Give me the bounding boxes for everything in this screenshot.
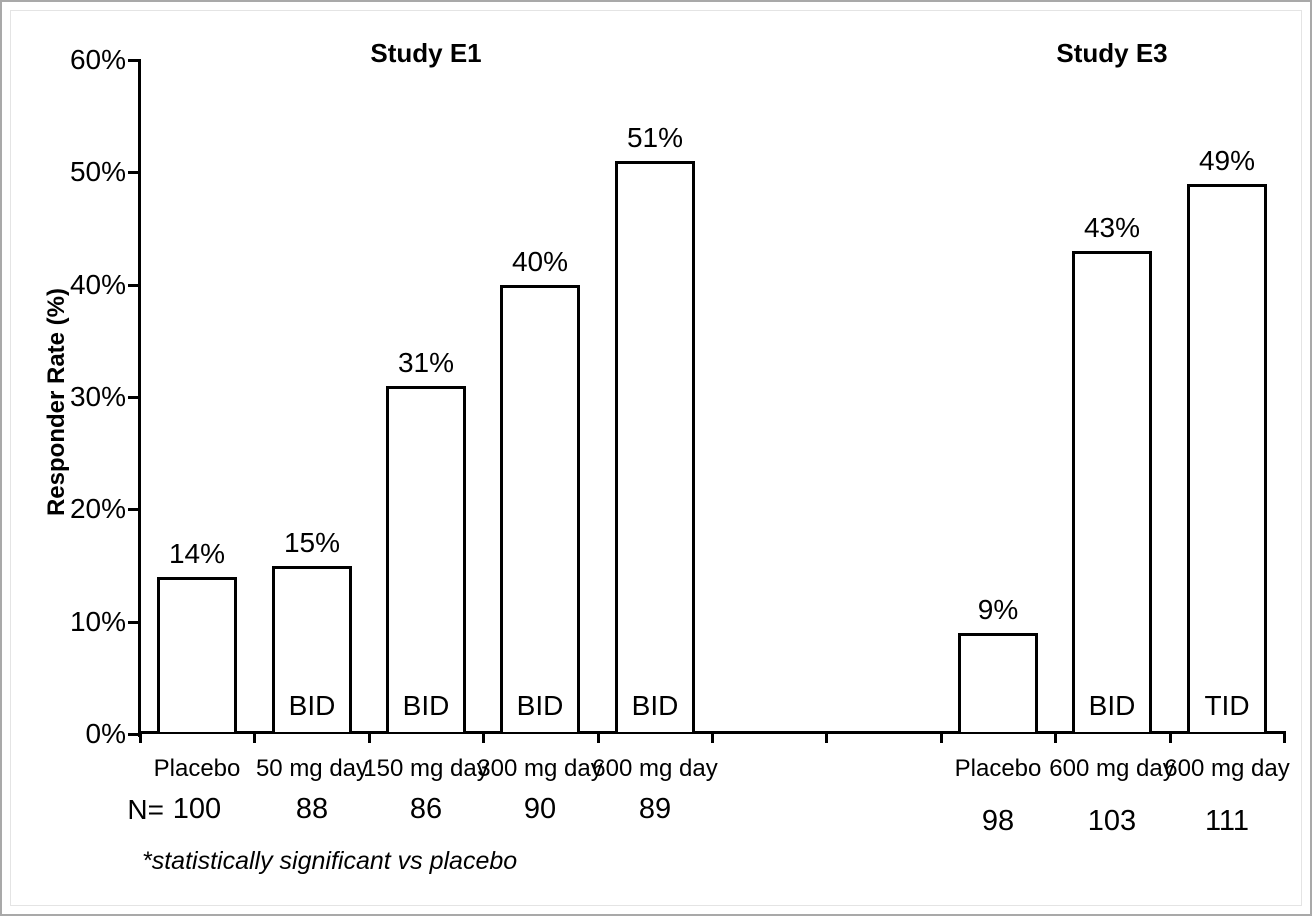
category-label: Placebo bbox=[954, 755, 1042, 782]
bar-value-label: 40% bbox=[511, 246, 569, 277]
y-tick-label: 60% bbox=[69, 44, 126, 75]
y-tick bbox=[128, 733, 138, 736]
bar-regimen-label: BID bbox=[1088, 690, 1136, 721]
bar-value-label: 14% bbox=[168, 538, 226, 569]
bar bbox=[958, 633, 1038, 732]
bar bbox=[1187, 184, 1267, 732]
x-tick bbox=[368, 731, 371, 743]
x-tick bbox=[825, 731, 828, 743]
bar-value-label: 43% bbox=[1083, 212, 1141, 243]
bar bbox=[1072, 251, 1152, 732]
x-tick bbox=[253, 731, 256, 743]
y-tick-label: 40% bbox=[69, 269, 126, 300]
x-tick bbox=[139, 731, 142, 743]
bar-value-label: 49% bbox=[1198, 145, 1256, 176]
footnote: *statistically significant vs placebo bbox=[142, 847, 518, 875]
n-value: 86 bbox=[409, 793, 443, 825]
category-label: Placebo bbox=[153, 755, 241, 782]
n-value: 90 bbox=[523, 793, 557, 825]
x-tick bbox=[940, 731, 943, 743]
n-value: 103 bbox=[1087, 805, 1137, 837]
category-label: 150 mg day bbox=[363, 755, 489, 782]
y-tick-label: 0% bbox=[85, 718, 126, 749]
n-value: 98 bbox=[981, 805, 1015, 837]
n-value: 88 bbox=[295, 793, 329, 825]
x-tick bbox=[1283, 731, 1286, 743]
bar-value-label: 31% bbox=[397, 347, 455, 378]
y-tick bbox=[128, 284, 138, 287]
bar bbox=[386, 386, 466, 732]
category-label: 600 mg day bbox=[1049, 755, 1175, 782]
bar-regimen-label: BID bbox=[288, 690, 336, 721]
bar-value-label: 9% bbox=[977, 594, 1019, 625]
y-tick-label: 50% bbox=[69, 156, 126, 187]
n-value: 100 bbox=[172, 793, 222, 825]
n-value: 111 bbox=[1204, 805, 1250, 837]
n-prefix-label: N= bbox=[127, 794, 164, 825]
x-tick bbox=[482, 731, 485, 743]
category-label: 50 mg day bbox=[255, 755, 369, 782]
x-tick bbox=[711, 731, 714, 743]
bar-regimen-label: BID bbox=[631, 690, 679, 721]
x-tick bbox=[597, 731, 600, 743]
bar-regimen-label: TID bbox=[1204, 690, 1250, 721]
bar-regimen-label: BID bbox=[516, 690, 564, 721]
y-tick bbox=[128, 59, 138, 62]
y-tick bbox=[128, 396, 138, 399]
bar-value-label: 51% bbox=[626, 122, 684, 153]
y-tick-label: 20% bbox=[69, 493, 126, 524]
category-label: 600 mg day bbox=[1164, 755, 1290, 782]
x-tick bbox=[1054, 731, 1057, 743]
bar bbox=[615, 161, 695, 732]
y-tick bbox=[128, 508, 138, 511]
y-axis bbox=[138, 59, 141, 737]
y-tick-label: 10% bbox=[69, 606, 126, 637]
bar bbox=[272, 566, 352, 732]
study-title: Study E1 bbox=[370, 38, 482, 68]
bar-value-label: 15% bbox=[283, 527, 341, 558]
y-tick bbox=[128, 171, 138, 174]
bar-regimen-label: BID bbox=[402, 690, 450, 721]
category-label: 300 mg day bbox=[477, 755, 603, 782]
category-label: 600 mg day bbox=[592, 755, 718, 782]
y-tick-label: 30% bbox=[69, 381, 126, 412]
study-title: Study E3 bbox=[1056, 38, 1168, 68]
bar bbox=[157, 577, 237, 732]
bar bbox=[500, 285, 580, 732]
y-tick bbox=[128, 621, 138, 624]
x-tick bbox=[1169, 731, 1172, 743]
n-value: 89 bbox=[638, 793, 672, 825]
